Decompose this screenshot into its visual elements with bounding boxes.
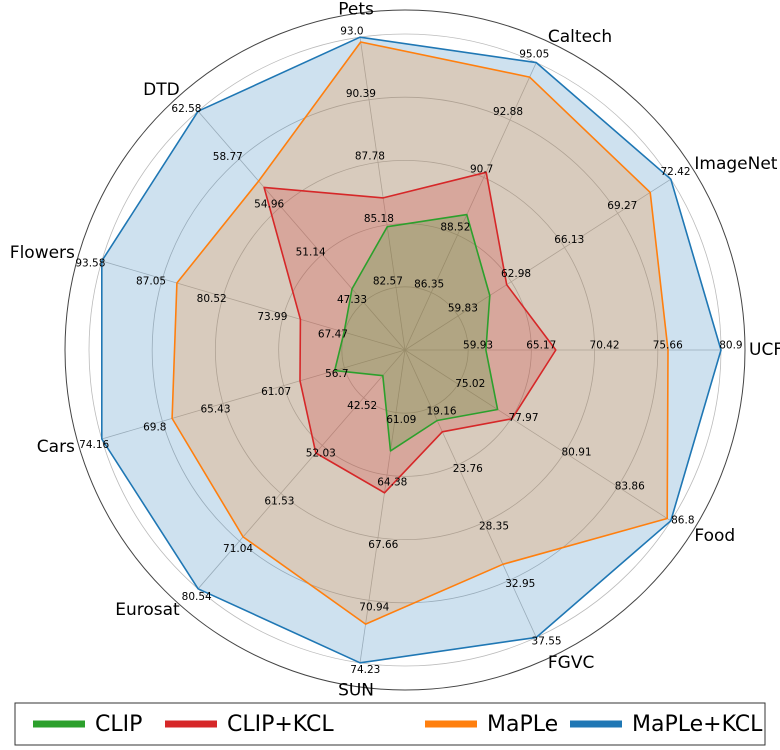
tick-label: 64.38 <box>377 476 407 488</box>
tick-label: 59.93 <box>463 339 493 351</box>
tick-label: 47.33 <box>337 294 367 306</box>
legend-label: MaPLe <box>487 712 558 737</box>
axis-line <box>197 349 406 590</box>
tick-label: 56.7 <box>325 368 348 380</box>
tick-label: 54.96 <box>254 199 284 211</box>
tick-label: 71.04 <box>223 543 253 555</box>
category-label: Food <box>694 526 735 546</box>
tick-label: 74.16 <box>79 439 109 451</box>
legend-box <box>14 702 766 746</box>
axis-line <box>404 349 672 522</box>
tick-label: 59.83 <box>448 302 478 314</box>
category-label: Eurosat <box>115 600 180 620</box>
tick-label: 95.05 <box>519 49 549 61</box>
tick-label: 19.16 <box>427 406 457 418</box>
tick-label: 82.57 <box>373 276 403 288</box>
axis-line <box>404 349 537 638</box>
legend-label: CLIP+KCL <box>227 712 334 737</box>
tick-label: 75.66 <box>653 339 683 351</box>
tick-label: 80.52 <box>197 293 227 305</box>
axis-line <box>197 110 406 351</box>
tick-label: 85.18 <box>364 213 394 225</box>
tick-label: 61.53 <box>264 495 294 507</box>
category-label: DTD <box>143 80 180 100</box>
category-label: Flowers <box>10 243 75 263</box>
tick-label: 52.03 <box>306 448 336 460</box>
tick-label: 58.77 <box>213 151 243 163</box>
tick-label: 65.17 <box>526 339 556 351</box>
tick-label: 67.47 <box>318 329 348 341</box>
tick-label: 93.0 <box>340 25 363 37</box>
tick-label: 42.52 <box>347 400 377 412</box>
tick-label: 80.54 <box>182 591 212 603</box>
tick-label: 69.8 <box>143 421 166 433</box>
tick-label: 70.42 <box>590 339 620 351</box>
tick-label: 77.97 <box>508 412 538 424</box>
tick-label: 92.88 <box>493 106 523 118</box>
axis-line <box>101 260 406 351</box>
tick-label: 80.9 <box>719 339 742 351</box>
tick-label: 67.66 <box>368 539 398 551</box>
tick-label: 32.95 <box>505 578 535 590</box>
series-area <box>333 213 499 452</box>
series-area <box>171 41 669 625</box>
tick-label: 75.02 <box>455 378 485 390</box>
tick-label: 23.76 <box>453 463 483 475</box>
tick-label: 93.58 <box>75 257 105 269</box>
category-label: ImageNet <box>694 154 777 174</box>
category-label: Pets <box>338 0 374 20</box>
tick-label: 86.35 <box>414 279 444 291</box>
tick-label: 65.43 <box>200 404 230 416</box>
tick-label: 62.58 <box>171 103 201 115</box>
tick-label: 90.39 <box>346 88 376 100</box>
tick-label: 66.13 <box>554 234 584 246</box>
tick-label: 90.7 <box>470 164 493 176</box>
tick-label: 88.52 <box>440 221 470 233</box>
tick-label: 83.86 <box>615 481 645 493</box>
category-label: SUN <box>338 680 374 700</box>
tick-label: 28.35 <box>479 521 509 533</box>
axis-line <box>359 37 406 351</box>
tick-label: 70.94 <box>359 601 389 613</box>
tick-label: 80.91 <box>562 446 592 458</box>
tick-label: 73.99 <box>257 311 287 323</box>
axis-line <box>359 349 406 663</box>
tick-label: 74.23 <box>350 664 380 676</box>
tick-label: 62.98 <box>501 268 531 280</box>
category-label: Cars <box>37 437 75 457</box>
tick-label: 61.07 <box>261 386 291 398</box>
category-label: FGVC <box>548 653 594 673</box>
tick-label: 87.05 <box>136 275 166 287</box>
axis-line <box>404 178 672 351</box>
tick-label: 72.42 <box>660 166 690 178</box>
tick-label: 61.09 <box>386 414 416 426</box>
legend-label: MaPLe+KCL <box>632 712 763 737</box>
series-area <box>101 36 722 664</box>
frame <box>64 9 746 691</box>
tick-label: 69.27 <box>607 200 637 212</box>
category-label: Caltech <box>548 27 612 47</box>
axis-line <box>101 349 406 440</box>
legend-label: CLIP <box>95 712 142 737</box>
tick-label: 51.14 <box>296 246 326 258</box>
tick-label: 86.8 <box>671 515 694 527</box>
axis-line <box>404 62 537 351</box>
tick-label: 87.78 <box>355 151 385 163</box>
category-label: UCF <box>749 340 780 360</box>
tick-label: 37.55 <box>532 636 562 648</box>
